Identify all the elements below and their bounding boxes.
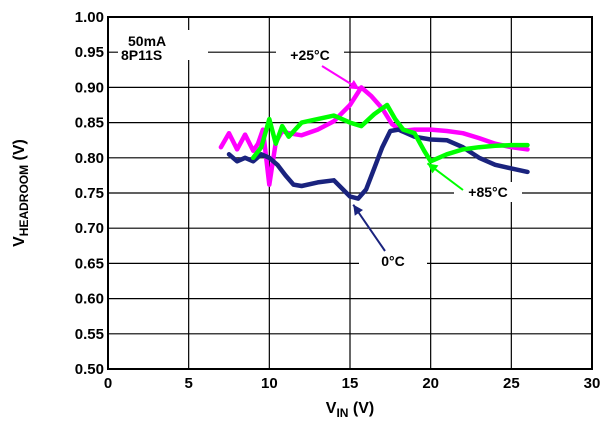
series-label-25c: +25°C — [290, 47, 329, 63]
x-tick-label: 20 — [422, 375, 439, 392]
y-axis-title: VHEADROOM (V) — [11, 139, 31, 247]
y-tick-label: 0.65 — [75, 255, 104, 272]
series-layer — [221, 87, 528, 198]
leader-arrow-85c — [427, 163, 438, 173]
y-tick-label: 0.75 — [75, 185, 104, 202]
y-tick-label: 0.85 — [75, 115, 104, 132]
y-tick-label: 0.50 — [75, 361, 104, 378]
y-tick-label: 1.00 — [75, 9, 104, 26]
x-tick-label: 10 — [261, 375, 278, 392]
x-axis-title: VIN (V) — [326, 400, 374, 420]
y-tick-label: 0.70 — [75, 220, 104, 237]
x-tick-label: 15 — [342, 375, 359, 392]
x-tick-label: 25 — [503, 375, 520, 392]
y-tick-label: 0.60 — [75, 291, 104, 308]
y-tick-label: 0.80 — [75, 150, 104, 167]
x-tick-label: 0 — [104, 375, 112, 392]
y-tick-label: 0.90 — [75, 79, 104, 96]
series-label-0c: 0°C — [381, 253, 405, 269]
condition-label-part: 8P11S — [121, 47, 162, 63]
x-tick-label: 5 — [184, 375, 192, 392]
series-label-85c: +85°C — [468, 184, 507, 200]
y-tick-label: 0.55 — [75, 326, 104, 343]
y-tick-label: 0.95 — [75, 44, 104, 61]
leader-arrow-0c — [353, 205, 363, 216]
x-tick-label: 30 — [584, 375, 601, 392]
